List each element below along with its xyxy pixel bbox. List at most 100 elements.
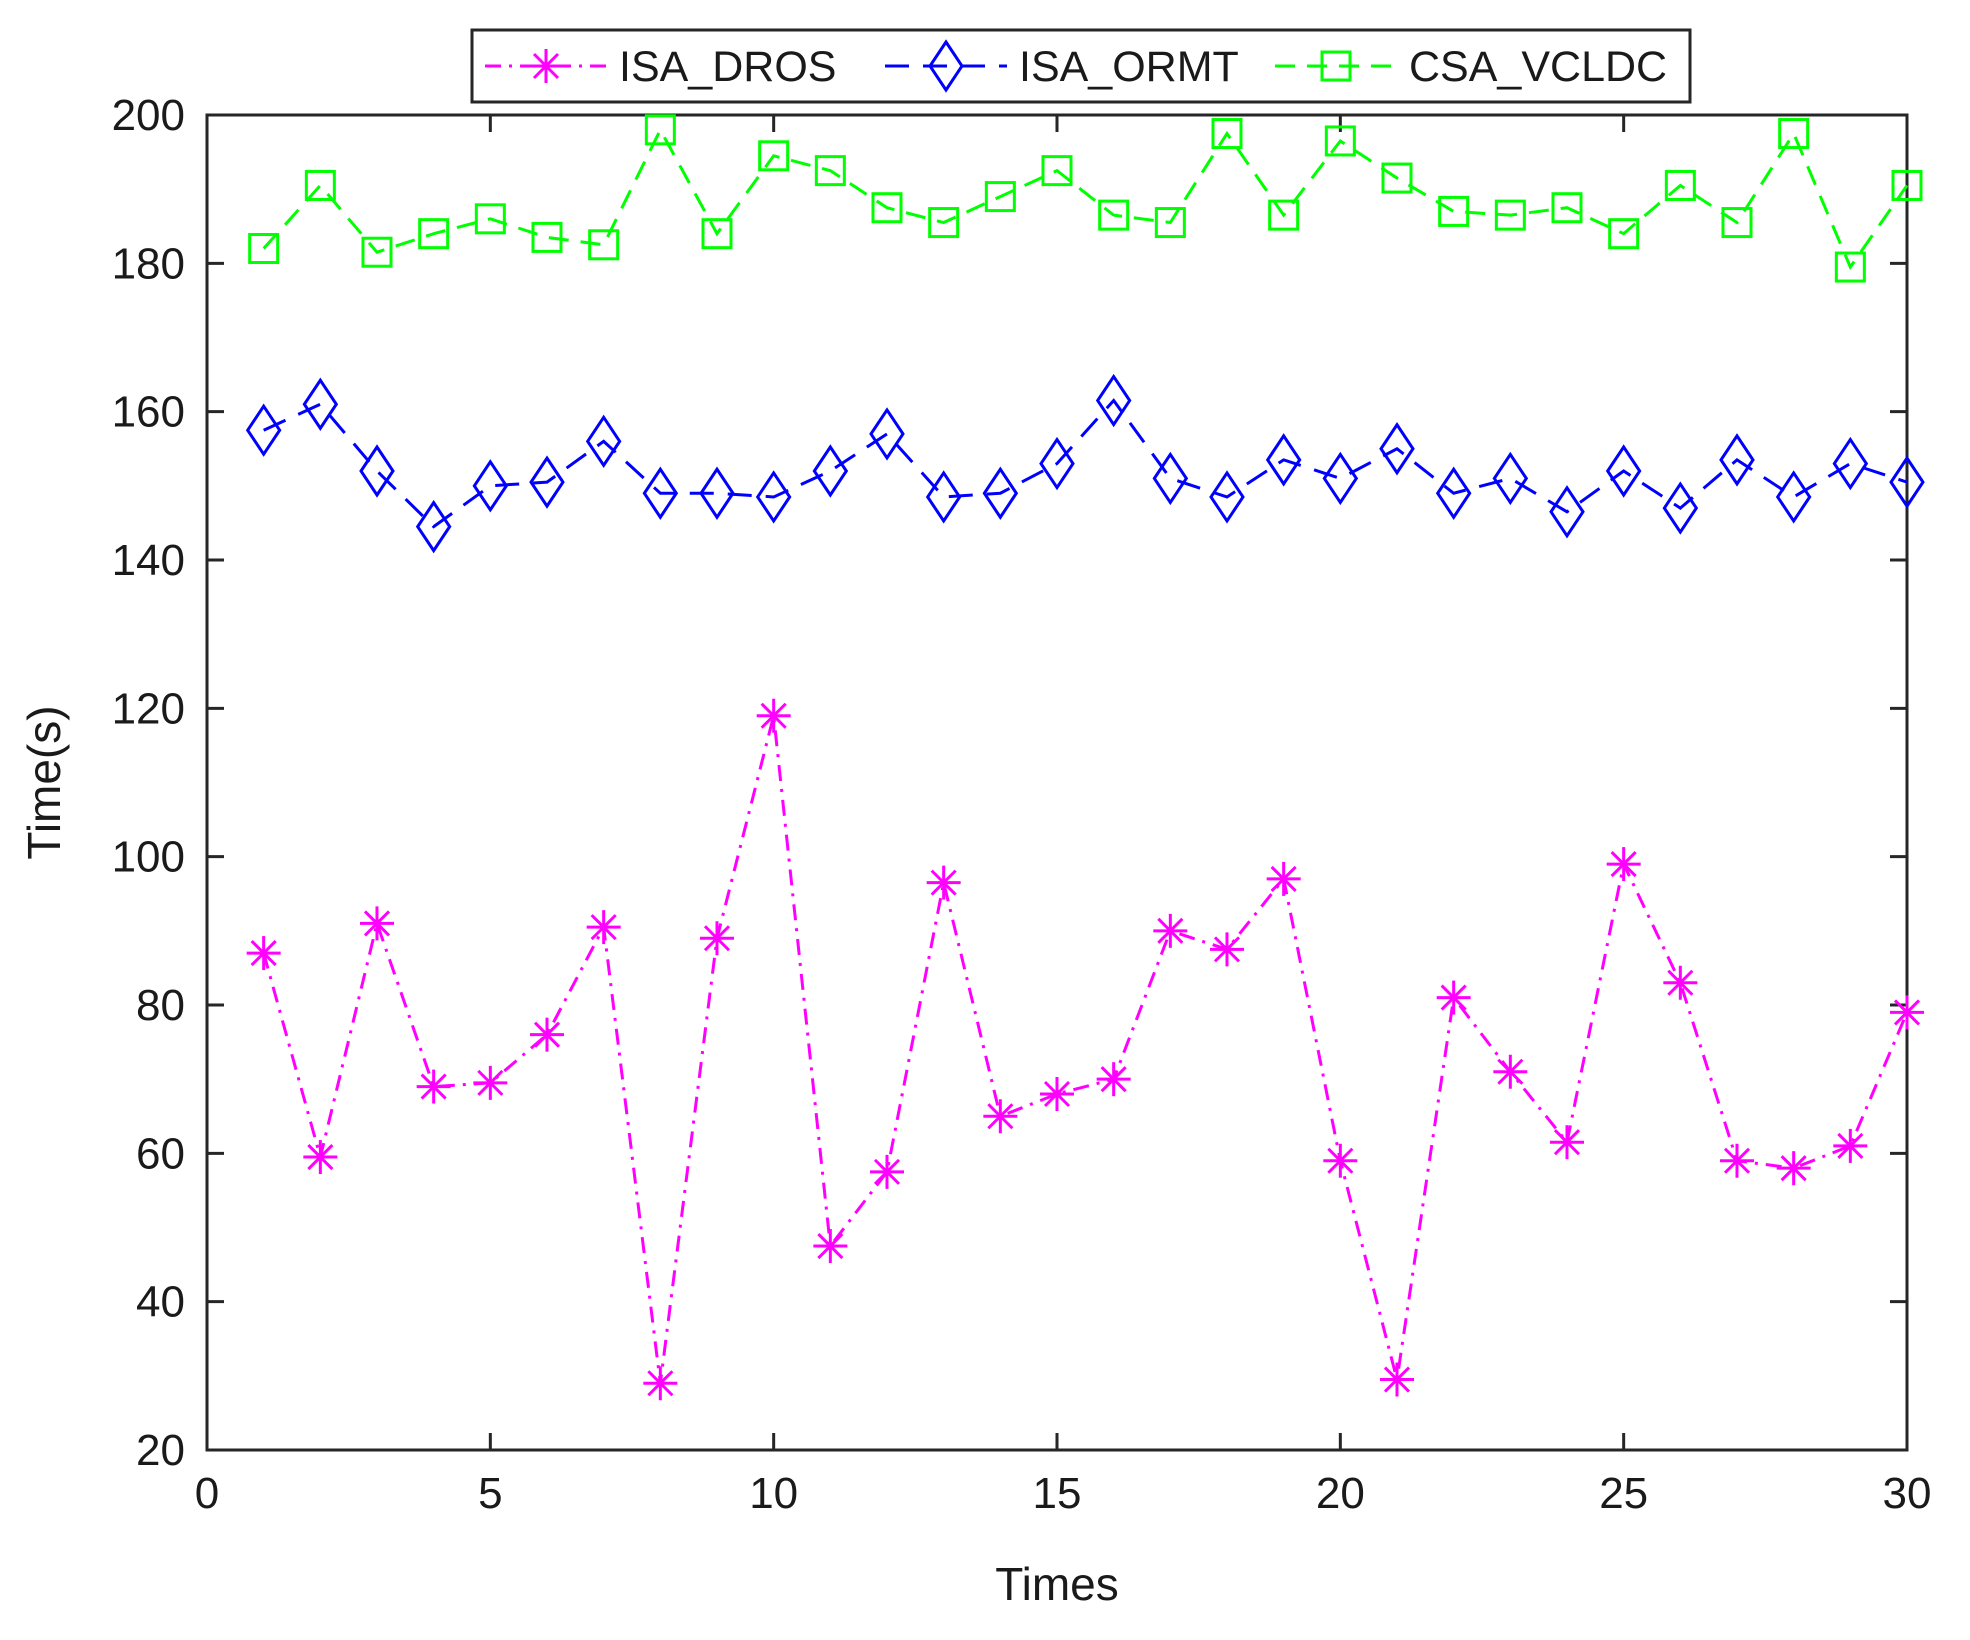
legend-box	[470, 28, 1692, 104]
data-point-csa-vcldc	[814, 155, 846, 187]
data-point-isa-dros	[1890, 995, 1924, 1030]
data-point-isa-ormt	[642, 466, 679, 520]
data-point-isa-dros	[756, 698, 791, 733]
legend-label: ISA_ORMT	[1019, 43, 1239, 91]
data-point-csa-vcldc	[758, 140, 790, 172]
y-tick-label: 140	[112, 536, 185, 585]
data-point-csa-vcldc	[1834, 251, 1866, 283]
x-tick-label: 10	[749, 1469, 798, 1518]
data-point-csa-vcldc	[531, 221, 563, 253]
data-point-csa-vcldc	[1381, 162, 1413, 194]
series-line-csa-vcldc	[262, 126, 1909, 271]
data-point-isa-dros	[1266, 861, 1301, 896]
data-point-isa-ormt	[869, 407, 905, 461]
data-point-isa-dros	[983, 1099, 1018, 1134]
legend-swatch-marker	[928, 39, 964, 93]
data-point-isa-dros	[1493, 1054, 1528, 1089]
data-point-isa-ormt	[1039, 436, 1075, 491]
data-point-isa-ormt	[1662, 481, 1699, 535]
data-point-isa-ormt	[1265, 433, 1302, 487]
data-point-isa-dros	[1380, 1362, 1414, 1397]
data-point-isa-ormt	[755, 470, 792, 524]
y-tick-label: 200	[112, 91, 185, 140]
x-axis-title: Times	[995, 1558, 1119, 1610]
data-point-csa-vcldc	[1211, 118, 1243, 150]
y-axis-tick-labels: 20 40 60 80 100 120 140 160 180 200	[112, 91, 185, 1475]
data-point-csa-vcldc	[1268, 199, 1300, 231]
data-point-csa-vcldc	[1891, 169, 1923, 201]
data-point-isa-dros	[1323, 1143, 1358, 1178]
data-point-csa-vcldc	[1494, 199, 1526, 231]
x-tick-label: 20	[1316, 1469, 1365, 1518]
data-point-isa-dros	[586, 910, 621, 945]
series-csa-vcldc	[248, 114, 1923, 283]
legend-swatch-marker	[1320, 50, 1352, 82]
legend-swatch-marker	[529, 49, 563, 83]
data-point-isa-ormt	[1209, 470, 1245, 524]
data-point-isa-dros	[473, 1065, 508, 1100]
series-isa-ormt	[245, 373, 1925, 554]
data-point-csa-vcldc	[1324, 125, 1356, 157]
y-axis-title: Time(s)	[18, 705, 70, 859]
data-point-csa-vcldc	[304, 169, 336, 201]
data-point-isa-ormt	[982, 466, 1019, 520]
data-point-csa-vcldc	[928, 207, 960, 239]
data-point-csa-vcldc	[1438, 195, 1470, 227]
data-point-csa-vcldc	[984, 181, 1016, 213]
data-point-isa-dros	[246, 936, 281, 971]
data-point-isa-dros	[1776, 1151, 1811, 1186]
data-point-isa-dros	[416, 1069, 451, 1104]
data-point-isa-dros	[643, 1366, 678, 1401]
data-point-isa-ormt	[1719, 433, 1755, 487]
data-point-isa-ormt	[585, 414, 622, 469]
data-point-isa-dros	[303, 1140, 338, 1175]
data-point-csa-vcldc	[418, 218, 450, 250]
y-tick-label: 100	[112, 833, 185, 882]
x-tick-label: 0	[195, 1469, 219, 1518]
data-point-isa-dros	[1663, 965, 1698, 1000]
data-point-csa-vcldc	[1551, 192, 1583, 224]
axis-ticks	[205, 113, 1909, 1452]
data-point-isa-dros	[1720, 1143, 1754, 1178]
y-tick-label: 20	[136, 1426, 185, 1475]
data-point-csa-vcldc	[361, 236, 393, 268]
data-point-isa-ormt	[1549, 485, 1585, 539]
data-point-isa-ormt	[359, 444, 395, 498]
series-group	[245, 114, 1925, 1401]
series-line-isa-ormt	[263, 398, 1908, 529]
data-point-isa-dros	[1606, 847, 1641, 882]
legend: ISA_DROS ISA_ORMT CSA_VCLDC	[470, 28, 1692, 104]
data-point-isa-ormt	[925, 470, 962, 524]
data-point-csa-vcldc	[1721, 207, 1753, 239]
data-point-isa-dros	[1436, 980, 1471, 1015]
data-point-isa-dros	[1210, 932, 1244, 967]
legend-label: ISA_DROS	[619, 43, 836, 91]
data-point-csa-vcldc	[1608, 218, 1640, 250]
data-point-csa-vcldc	[588, 229, 620, 261]
data-point-isa-ormt	[245, 403, 282, 457]
x-tick-label: 15	[1033, 1469, 1082, 1518]
data-point-csa-vcldc	[248, 233, 280, 264]
data-point-isa-ormt	[472, 459, 509, 513]
data-point-csa-vcldc	[644, 114, 676, 146]
data-point-isa-ormt	[1605, 444, 1642, 498]
data-point-isa-ormt	[1775, 470, 1812, 524]
data-point-csa-vcldc	[1098, 199, 1130, 231]
data-point-isa-ormt	[1889, 455, 1925, 509]
data-point-csa-vcldc	[871, 192, 903, 224]
legend-item-isa-dros: ISA_DROS	[485, 43, 836, 91]
x-axis-tick-labels: 0 5 10 15 20 25 30	[195, 1469, 1932, 1518]
data-point-isa-dros	[700, 921, 734, 956]
data-point-isa-ormt	[1095, 373, 1132, 428]
data-point-isa-dros	[926, 865, 961, 900]
data-point-isa-ormt	[699, 466, 735, 520]
y-tick-label: 80	[136, 981, 185, 1030]
data-point-isa-ormt	[1379, 422, 1415, 476]
data-point-csa-vcldc	[1041, 155, 1073, 187]
y-tick-label: 160	[112, 388, 185, 437]
data-point-isa-ormt	[1492, 451, 1529, 506]
data-point-isa-dros	[1550, 1125, 1584, 1160]
y-tick-label: 60	[136, 1129, 185, 1178]
data-point-isa-dros	[870, 1154, 904, 1189]
